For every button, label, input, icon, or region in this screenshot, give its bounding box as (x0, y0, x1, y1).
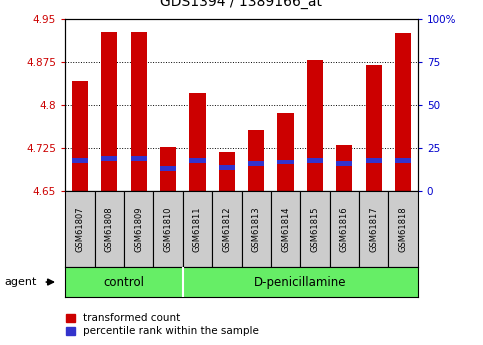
Bar (271, 191, 300, 267)
Bar (160, 166, 176, 171)
Bar (72, 80, 88, 191)
Text: GSM61810: GSM61810 (164, 207, 172, 252)
Bar (248, 130, 264, 191)
Text: GDS1394 / 1389166_at: GDS1394 / 1389166_at (160, 0, 323, 9)
Bar (101, 32, 117, 191)
Text: control: control (103, 276, 144, 288)
Text: GSM61817: GSM61817 (369, 207, 378, 252)
Legend: transformed count, percentile rank within the sample: transformed count, percentile rank withi… (66, 313, 259, 336)
Bar (278, 113, 294, 191)
Bar (366, 65, 382, 191)
Bar (307, 158, 323, 163)
Bar (130, 156, 147, 161)
Bar (189, 158, 205, 163)
Text: GSM61809: GSM61809 (134, 207, 143, 252)
Bar (183, 191, 212, 267)
Bar (101, 156, 117, 161)
Text: GSM61818: GSM61818 (398, 207, 408, 252)
Bar (388, 191, 418, 267)
Bar (336, 161, 353, 166)
Bar (329, 191, 359, 267)
Bar (189, 92, 205, 191)
Bar (154, 191, 183, 267)
Text: GSM61812: GSM61812 (222, 207, 231, 252)
Text: GSM61811: GSM61811 (193, 207, 202, 252)
Bar (248, 161, 264, 166)
Bar (336, 146, 353, 191)
Text: GSM61814: GSM61814 (281, 207, 290, 252)
Bar (65, 191, 95, 267)
Bar (395, 158, 411, 163)
Bar (124, 191, 154, 267)
Text: GSM61808: GSM61808 (105, 207, 114, 252)
Bar (278, 160, 294, 165)
Bar (366, 158, 382, 163)
Bar (219, 152, 235, 191)
Text: GSM61807: GSM61807 (75, 207, 85, 252)
Bar (130, 32, 147, 191)
Text: GSM61813: GSM61813 (252, 207, 261, 252)
Bar (395, 33, 411, 191)
Bar (300, 191, 329, 267)
Bar (219, 165, 235, 170)
Text: GSM61815: GSM61815 (311, 207, 319, 252)
Text: D-penicillamine: D-penicillamine (254, 276, 346, 288)
Text: GSM61816: GSM61816 (340, 207, 349, 252)
Bar (95, 191, 124, 267)
Text: agent: agent (5, 277, 37, 287)
Bar (160, 147, 176, 191)
Bar (72, 158, 88, 163)
Bar (307, 60, 323, 191)
Bar (359, 191, 388, 267)
Bar (212, 191, 242, 267)
Bar (242, 191, 271, 267)
